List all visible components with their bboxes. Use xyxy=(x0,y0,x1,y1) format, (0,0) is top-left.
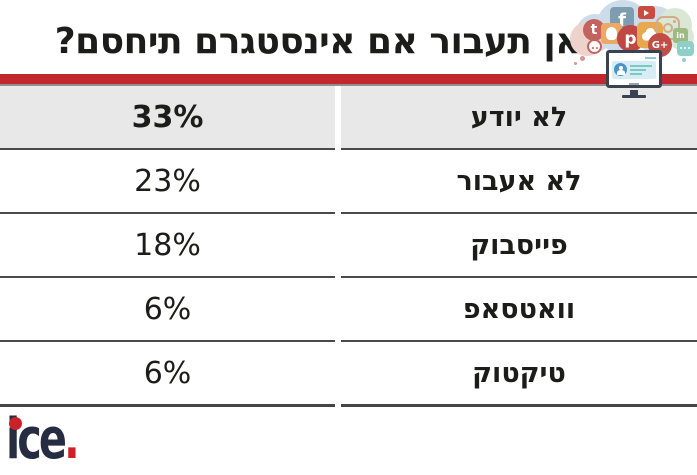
card-text-line xyxy=(630,65,652,67)
camera-lens-glyph xyxy=(663,23,673,33)
play-glyph xyxy=(644,9,649,16)
tumblr-letter: t xyxy=(590,22,598,38)
linkedin-letters: in xyxy=(676,31,685,40)
monitor-stand xyxy=(630,90,638,95)
table-cell-value: 33% xyxy=(0,86,335,150)
bubble-dot xyxy=(680,47,682,49)
tumblr-icon: t xyxy=(583,19,605,41)
page-title: לאן תעבור אם אינסטגרם תיחסם? xyxy=(54,20,603,62)
results-table: 33% לא יודע 23% לא אעבור 18% פייסבוק 6% … xyxy=(0,86,697,407)
linkedin-icon: in xyxy=(673,28,688,43)
avatar-head xyxy=(618,65,623,70)
youtube-icon xyxy=(638,6,655,19)
table-cell-label: לא אעבור xyxy=(341,150,697,214)
bubble-dot xyxy=(688,47,690,49)
table-cell-value: 6% xyxy=(0,342,335,407)
chat-bubble-icon xyxy=(677,41,694,56)
google-plus-letters: G+ xyxy=(651,39,669,51)
logo-period: . xyxy=(63,407,80,472)
table-cell-label: פייסבוק xyxy=(341,214,697,278)
screen-line xyxy=(645,57,656,59)
table-row: 18% פייסבוק xyxy=(0,214,697,278)
cloud-tail-dot xyxy=(574,62,577,65)
table-row: 6% טיקטוק xyxy=(0,342,697,407)
profile-card xyxy=(612,61,656,79)
bubble-tail-dot xyxy=(682,58,686,62)
pinterest-letter: p xyxy=(624,28,637,49)
table-cell-label: טיקטוק xyxy=(341,342,697,407)
camera-flash-glyph xyxy=(673,20,676,23)
monitor-frame xyxy=(606,50,662,88)
card-text-line xyxy=(630,69,646,71)
table-cell-value: 23% xyxy=(0,150,335,214)
snapchat-icon xyxy=(601,23,622,44)
accent-divider-bar xyxy=(0,74,697,86)
table-row: 6% וואטסאפ xyxy=(0,278,697,342)
screen-line xyxy=(629,83,639,85)
social-media-illustration: t f p G+ in xyxy=(570,0,697,105)
ghost-glyph xyxy=(606,27,617,40)
reddit-icon xyxy=(587,39,602,54)
reddit-eye xyxy=(592,47,594,49)
table-cell-label: וואטסאפ xyxy=(341,278,697,342)
ice-logo: ice. xyxy=(6,412,126,468)
avatar-icon xyxy=(614,63,627,76)
monitor-base xyxy=(622,95,646,98)
table-cell-value: 6% xyxy=(0,278,335,342)
table-cell-value: 18% xyxy=(0,214,335,278)
table-row: 23% לא אעבור xyxy=(0,150,697,214)
logo-red-dot xyxy=(9,417,22,430)
avatar-body xyxy=(616,70,625,75)
facebook-letter: f xyxy=(618,9,626,31)
monitor-icon xyxy=(606,50,666,100)
bubble-dot xyxy=(684,47,686,49)
card-text-line xyxy=(630,73,642,75)
reddit-eye xyxy=(596,47,598,49)
cloud-tail-dot xyxy=(580,56,585,61)
